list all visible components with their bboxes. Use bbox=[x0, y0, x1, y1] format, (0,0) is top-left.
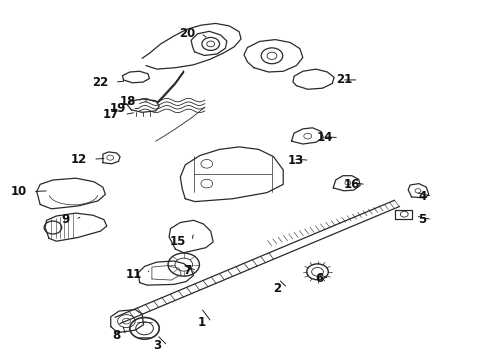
Text: 15: 15 bbox=[170, 235, 186, 248]
Text: 18: 18 bbox=[120, 95, 136, 108]
Text: 11: 11 bbox=[126, 268, 142, 281]
Text: 8: 8 bbox=[112, 329, 120, 342]
Text: 10: 10 bbox=[11, 185, 27, 198]
Text: 5: 5 bbox=[418, 213, 426, 226]
Text: 21: 21 bbox=[337, 73, 353, 86]
Text: 22: 22 bbox=[93, 76, 109, 89]
Text: 7: 7 bbox=[183, 264, 191, 277]
Text: 9: 9 bbox=[61, 213, 70, 226]
Text: 16: 16 bbox=[344, 178, 360, 191]
Text: 1: 1 bbox=[197, 316, 206, 329]
Text: 20: 20 bbox=[179, 27, 195, 40]
Text: 17: 17 bbox=[102, 108, 119, 121]
Text: 12: 12 bbox=[71, 153, 87, 166]
Text: 6: 6 bbox=[315, 273, 323, 285]
Text: 2: 2 bbox=[273, 282, 282, 294]
Text: 13: 13 bbox=[288, 154, 304, 167]
Text: 4: 4 bbox=[418, 190, 426, 203]
Text: 14: 14 bbox=[317, 131, 333, 144]
Text: 19: 19 bbox=[110, 102, 126, 115]
Text: 3: 3 bbox=[153, 339, 162, 352]
